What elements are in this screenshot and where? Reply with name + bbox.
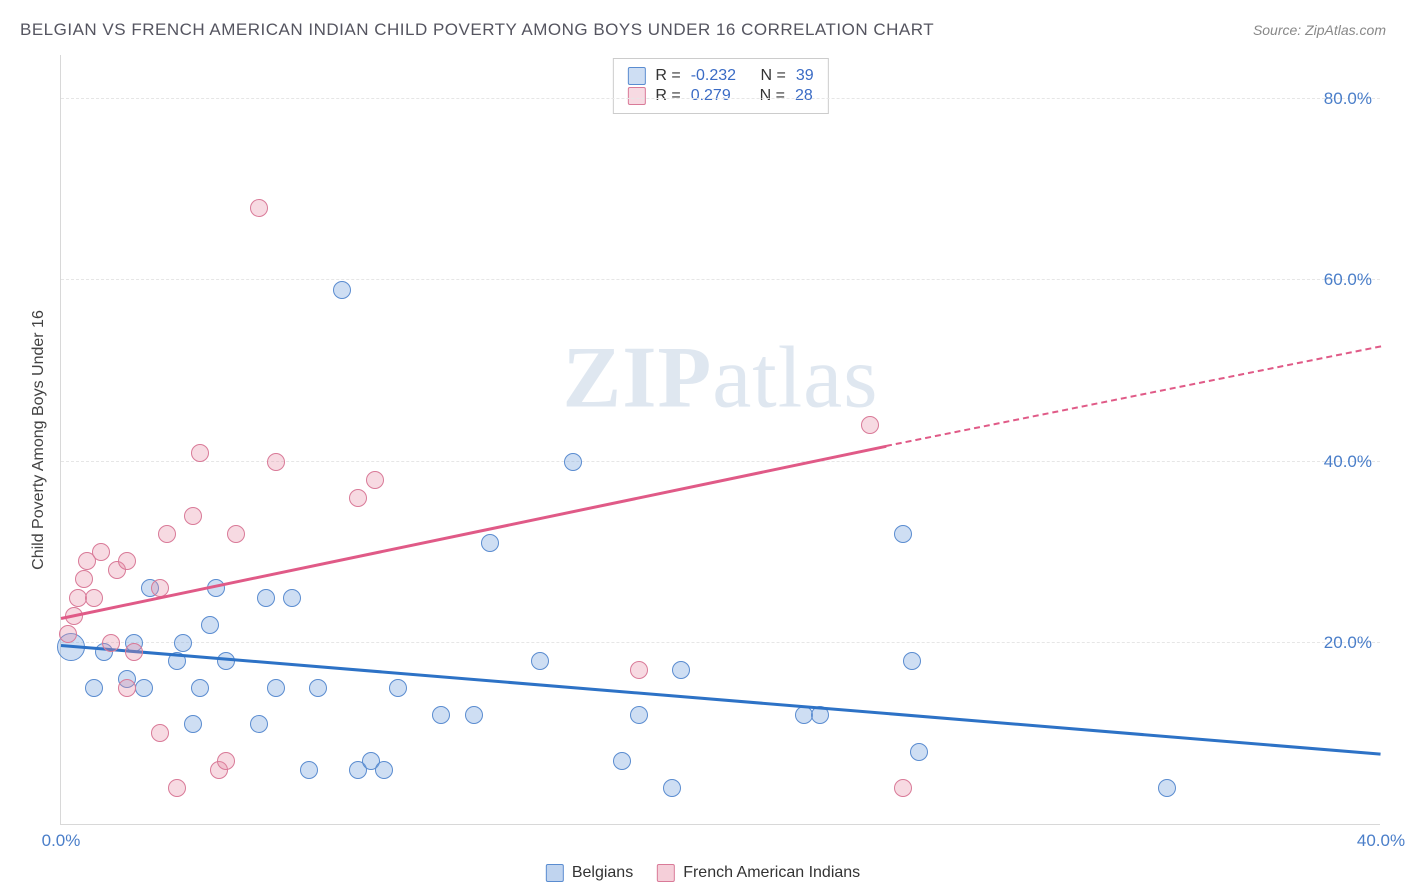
- r-value-french: 0.279: [691, 87, 731, 105]
- legend-row-french: R = 0.279 N = 28: [627, 87, 813, 105]
- data-point: [85, 679, 103, 697]
- y-tick-label: 40.0%: [1324, 452, 1372, 472]
- data-point: [1158, 779, 1176, 797]
- n-label: N =: [761, 67, 786, 85]
- legend-row-belgians: R = -0.232 N = 39: [627, 67, 813, 85]
- title-bar: BELGIAN VS FRENCH AMERICAN INDIAN CHILD …: [20, 20, 1386, 40]
- y-tick-label: 20.0%: [1324, 633, 1372, 653]
- data-point: [283, 589, 301, 607]
- gridline: [61, 642, 1380, 643]
- trendline: [61, 644, 1381, 756]
- data-point: [59, 625, 77, 643]
- x-tick-label: 0.0%: [42, 831, 81, 851]
- data-point: [672, 661, 690, 679]
- data-point: [250, 199, 268, 217]
- data-point: [102, 634, 120, 652]
- data-point: [85, 589, 103, 607]
- data-point: [191, 679, 209, 697]
- legend-label: French American Indians: [683, 864, 860, 882]
- source-label: Source:: [1253, 22, 1301, 38]
- chart-title: BELGIAN VS FRENCH AMERICAN INDIAN CHILD …: [20, 20, 934, 40]
- swatch-french: [627, 87, 645, 105]
- data-point: [432, 706, 450, 724]
- data-point: [191, 444, 209, 462]
- legend-swatch: [657, 864, 675, 882]
- watermark-atlas: atlas: [712, 329, 878, 426]
- data-point: [267, 679, 285, 697]
- data-point: [389, 679, 407, 697]
- y-axis-label: Child Poverty Among Boys Under 16: [30, 310, 48, 570]
- r-value-belgians: -0.232: [691, 67, 736, 85]
- data-point: [151, 724, 169, 742]
- data-point: [184, 715, 202, 733]
- data-point: [333, 281, 351, 299]
- data-point: [349, 489, 367, 507]
- data-point: [158, 525, 176, 543]
- data-point: [309, 679, 327, 697]
- data-point: [531, 652, 549, 670]
- x-tick-label: 40.0%: [1357, 831, 1405, 851]
- n-label: N =: [760, 87, 785, 105]
- data-point: [894, 525, 912, 543]
- scatter-plot: ZIPatlas R = -0.232 N = 39 R = 0.279 N =…: [60, 55, 1380, 825]
- data-point: [630, 706, 648, 724]
- watermark: ZIPatlas: [563, 327, 879, 428]
- data-point: [465, 706, 483, 724]
- data-point: [481, 534, 499, 552]
- data-point: [217, 752, 235, 770]
- r-label: R =: [655, 67, 680, 85]
- data-point: [69, 589, 87, 607]
- data-point: [174, 634, 192, 652]
- data-point: [267, 453, 285, 471]
- gridline: [61, 98, 1380, 99]
- y-tick-label: 60.0%: [1324, 270, 1372, 290]
- source-link[interactable]: ZipAtlas.com: [1305, 22, 1386, 38]
- data-point: [903, 652, 921, 670]
- data-point: [135, 679, 153, 697]
- data-point: [613, 752, 631, 770]
- swatch-belgians: [627, 67, 645, 85]
- data-point: [564, 453, 582, 471]
- gridline: [61, 279, 1380, 280]
- data-point: [118, 679, 136, 697]
- legend-label: Belgians: [572, 864, 633, 882]
- n-value-belgians: 39: [796, 67, 814, 85]
- data-point: [75, 570, 93, 588]
- data-point: [894, 779, 912, 797]
- trendline: [61, 445, 887, 620]
- data-point: [168, 779, 186, 797]
- legend-item: French American Indians: [657, 864, 860, 882]
- trendline: [886, 345, 1381, 447]
- y-tick-label: 80.0%: [1324, 89, 1372, 109]
- data-point: [366, 471, 384, 489]
- r-label: R =: [655, 87, 680, 105]
- data-point: [257, 589, 275, 607]
- legend-swatch: [546, 864, 564, 882]
- data-point: [227, 525, 245, 543]
- watermark-zip: ZIP: [563, 329, 713, 426]
- data-point: [375, 761, 393, 779]
- data-point: [125, 643, 143, 661]
- data-point: [630, 661, 648, 679]
- data-point: [300, 761, 318, 779]
- data-point: [861, 416, 879, 434]
- data-point: [184, 507, 202, 525]
- data-point: [118, 552, 136, 570]
- series-legend: Belgians French American Indians: [546, 864, 860, 882]
- legend-item: Belgians: [546, 864, 633, 882]
- data-point: [910, 743, 928, 761]
- gridline: [61, 461, 1380, 462]
- data-point: [795, 706, 813, 724]
- data-point: [250, 715, 268, 733]
- data-point: [663, 779, 681, 797]
- n-value-french: 28: [795, 87, 813, 105]
- correlation-legend: R = -0.232 N = 39 R = 0.279 N = 28: [612, 58, 828, 114]
- data-point: [92, 543, 110, 561]
- source-credit: Source: ZipAtlas.com: [1253, 22, 1386, 38]
- data-point: [201, 616, 219, 634]
